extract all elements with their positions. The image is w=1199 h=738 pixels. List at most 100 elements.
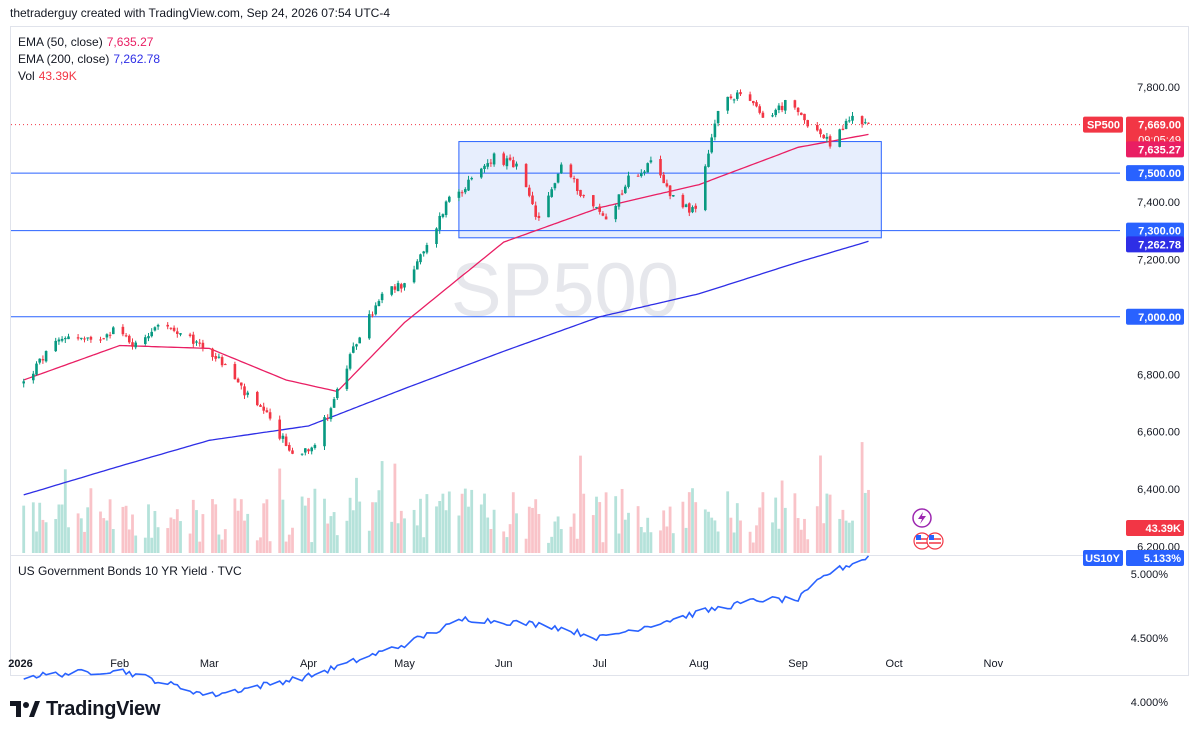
volume-bar <box>265 499 269 553</box>
candle-body <box>844 120 848 129</box>
candle-body <box>153 327 157 331</box>
candle-body <box>668 185 672 197</box>
candle-body <box>377 301 381 307</box>
candle-body <box>480 168 483 178</box>
volume-bar <box>438 501 442 553</box>
candle-body <box>38 358 41 363</box>
candle-body <box>448 196 451 202</box>
candle-body <box>172 327 176 331</box>
volume-bar <box>665 526 669 553</box>
volume-bar <box>694 502 698 553</box>
candle-body <box>259 405 262 407</box>
chart-frame <box>10 26 1189 676</box>
candle-body <box>758 106 761 113</box>
ema200-legend-name: EMA (200, close) <box>18 52 110 66</box>
candle-body <box>774 109 777 116</box>
volume-bar <box>367 530 371 553</box>
us-flag-canton <box>916 535 921 540</box>
chart-header: thetraderguy created with TradingView.co… <box>10 6 390 20</box>
candle-body <box>537 215 541 218</box>
x-axis-tick-label: May <box>394 658 415 670</box>
candle-body <box>371 314 374 316</box>
volume-bar <box>329 516 333 553</box>
candle-body <box>131 342 134 347</box>
candle-body <box>192 334 195 344</box>
candle-body <box>329 408 333 420</box>
candle-body <box>150 331 153 337</box>
volume-bar <box>822 523 826 553</box>
volume-bar <box>710 517 714 553</box>
candle-body <box>288 444 291 451</box>
candle-body <box>262 406 265 411</box>
volume-bar <box>627 512 630 553</box>
volume-bar <box>598 502 602 553</box>
candle-body <box>691 207 694 213</box>
candle-body <box>134 342 137 348</box>
volume-bar <box>89 488 93 553</box>
volume-bar <box>534 499 538 553</box>
candle-body <box>76 337 80 339</box>
candle-body <box>108 334 112 336</box>
ema50-legend-value: 7,635.27 <box>106 35 154 49</box>
ema200-tag-bg <box>1126 236 1184 253</box>
candle-body <box>211 348 214 358</box>
candle-body <box>531 195 534 205</box>
ema50-legend[interactable]: EMA (50, close) 7,635.27 <box>18 35 153 49</box>
us-flag-canton <box>929 535 934 540</box>
volume-bar <box>233 498 237 553</box>
candle-body <box>403 283 406 288</box>
lower-pane-title[interactable]: US Government Bonds 10 YR Yield · TVC <box>18 564 242 578</box>
volume-legend[interactable]: Vol 43.39K <box>18 69 77 83</box>
yield-symbol-tag-bg <box>1083 549 1123 566</box>
candle-body <box>553 183 557 189</box>
candle-body <box>291 450 294 454</box>
volume-bar <box>867 489 870 553</box>
volume-bar <box>620 488 624 553</box>
tradingview-logo[interactable]: TradingView <box>10 697 160 721</box>
level-7300-tag: 7,300.00 <box>1138 226 1181 238</box>
candle-body <box>307 449 310 452</box>
volume-bar <box>111 529 115 553</box>
candle-body <box>624 186 627 194</box>
last-price-tag-bg <box>1126 116 1184 149</box>
candle-body <box>144 337 147 345</box>
volume-bar <box>195 510 198 553</box>
candle-body <box>524 164 528 188</box>
candle-body <box>694 205 697 209</box>
volume-bar <box>575 538 579 553</box>
level-7000-tag-bg <box>1126 308 1184 325</box>
volume-bar <box>166 528 170 553</box>
volume-bar <box>63 469 67 553</box>
candle-body <box>326 417 329 419</box>
candle-body <box>156 324 160 327</box>
volume-bar <box>844 520 848 553</box>
candle-body <box>390 286 393 295</box>
volume-bar <box>393 463 397 553</box>
candle-body <box>512 160 515 168</box>
volume-bar <box>687 492 691 553</box>
yield-value-tag: 5.133% <box>1144 553 1182 565</box>
volume-legend-name: Vol <box>18 69 35 83</box>
candle-body <box>214 356 217 359</box>
volume-bar <box>268 541 272 553</box>
y-axis-tick-label: 7,400.00 <box>1137 197 1180 209</box>
candle-body <box>793 100 797 108</box>
volume-bar <box>457 515 461 553</box>
volume-bar <box>335 535 339 553</box>
volume-bar <box>646 517 650 553</box>
volume-bar <box>639 527 643 553</box>
candle-body <box>726 96 729 111</box>
volume-bar <box>828 494 832 553</box>
ema200-legend[interactable]: EMA (200, close) 7,262.78 <box>18 52 160 66</box>
volume-bar <box>150 537 154 553</box>
volume-bar <box>550 536 554 553</box>
candle-body <box>124 335 128 337</box>
candle-body <box>396 283 400 292</box>
volume-bar <box>422 537 426 553</box>
volume-bar <box>771 522 774 553</box>
volume-bar <box>403 518 406 553</box>
candle-body <box>281 435 285 439</box>
watermark: SP500 <box>451 248 679 333</box>
candle-body <box>777 105 781 111</box>
